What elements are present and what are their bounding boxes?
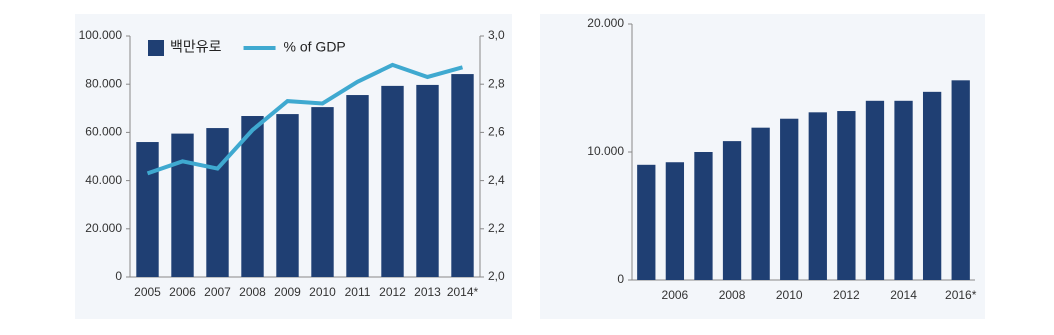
bar xyxy=(381,85,404,278)
legend-label: % of GDP xyxy=(284,39,346,55)
bar xyxy=(751,127,770,281)
x-tick-label: 2014 xyxy=(890,288,917,302)
x-tick-label: 2012 xyxy=(379,285,406,299)
x-tick-label: 2007 xyxy=(204,285,231,299)
bar xyxy=(722,141,742,280)
x-tick-label: 2013 xyxy=(414,285,441,299)
x-tick-label: 2006 xyxy=(662,288,689,302)
y2-tick-label: 2,0 xyxy=(488,269,505,283)
bar xyxy=(894,100,913,280)
bar xyxy=(241,116,264,278)
bar xyxy=(416,84,439,277)
bar xyxy=(451,74,474,277)
bar xyxy=(837,111,856,280)
x-tick-label: 2005 xyxy=(134,285,161,299)
x-tick-label: 2012 xyxy=(833,288,860,302)
bar xyxy=(865,100,885,280)
y2-tick-label: 3,0 xyxy=(488,28,505,42)
y-tick-label: 100.000 xyxy=(79,28,123,42)
x-tick-label: 2006 xyxy=(169,285,196,299)
legend-label: 백만유로 xyxy=(170,39,222,55)
bar xyxy=(206,128,229,277)
bar xyxy=(637,164,656,280)
bar xyxy=(276,114,299,277)
bar xyxy=(922,91,942,280)
y2-tick-label: 2,4 xyxy=(488,173,505,187)
bar xyxy=(694,152,713,280)
x-tick-label: 2010 xyxy=(309,285,336,299)
x-tick-label: 2010 xyxy=(776,288,803,302)
y-tick-label: 20.000 xyxy=(587,16,624,30)
legend-swatch xyxy=(148,40,164,56)
bar xyxy=(665,162,685,280)
y-tick-label: 20.000 xyxy=(85,221,122,235)
bar xyxy=(171,133,194,277)
y-tick-label: 60.000 xyxy=(85,125,122,139)
x-tick-label: 2009 xyxy=(274,285,301,299)
y2-tick-label: 2,8 xyxy=(488,76,505,90)
bar xyxy=(311,107,334,277)
y-tick-label: 0 xyxy=(115,269,122,283)
y-tick-label: 40.000 xyxy=(85,173,122,187)
line xyxy=(146,62,464,176)
x-tick-label: 2008 xyxy=(239,285,266,299)
y-tick-label: 10.000 xyxy=(587,144,624,158)
x-tick-label: 2011 xyxy=(345,285,371,299)
bar xyxy=(136,142,159,277)
bar xyxy=(346,95,369,277)
bar xyxy=(951,80,970,280)
x-tick-label: 2016* xyxy=(945,288,977,302)
y-tick-label: 80.000 xyxy=(85,76,122,90)
y-tick-label: 0 xyxy=(617,272,624,286)
x-tick-label: 2014* xyxy=(447,285,479,299)
bar xyxy=(780,118,799,280)
bar xyxy=(808,112,827,280)
y2-tick-label: 2,2 xyxy=(488,221,505,235)
x-tick-label: 2008 xyxy=(719,288,746,302)
y2-tick-label: 2,6 xyxy=(488,125,505,139)
